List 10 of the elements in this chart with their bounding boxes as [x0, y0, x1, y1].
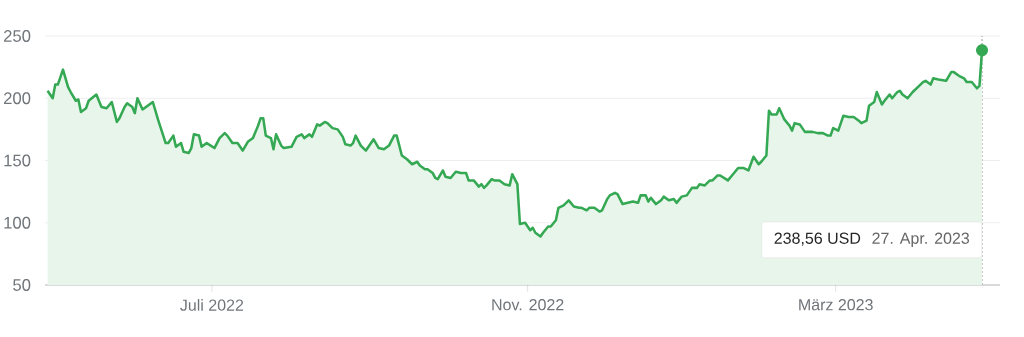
y-tick-label: 200 [4, 92, 31, 105]
y-tick-label: 250 [4, 30, 31, 42]
annotation: 238,56 USD [774, 232, 861, 246]
x-tick-label: Juli 2022 [180, 299, 244, 311]
y-tick-label: 50 [13, 279, 31, 291]
x-tick-label: Nov. 2022 [492, 299, 564, 311]
annotation: 27. Apr. 2023 [872, 232, 970, 248]
x-tick-label: März 2023 [799, 299, 873, 311]
y-tick-label: 150 [4, 154, 31, 167]
y-tick-label: 100 [4, 216, 31, 229]
